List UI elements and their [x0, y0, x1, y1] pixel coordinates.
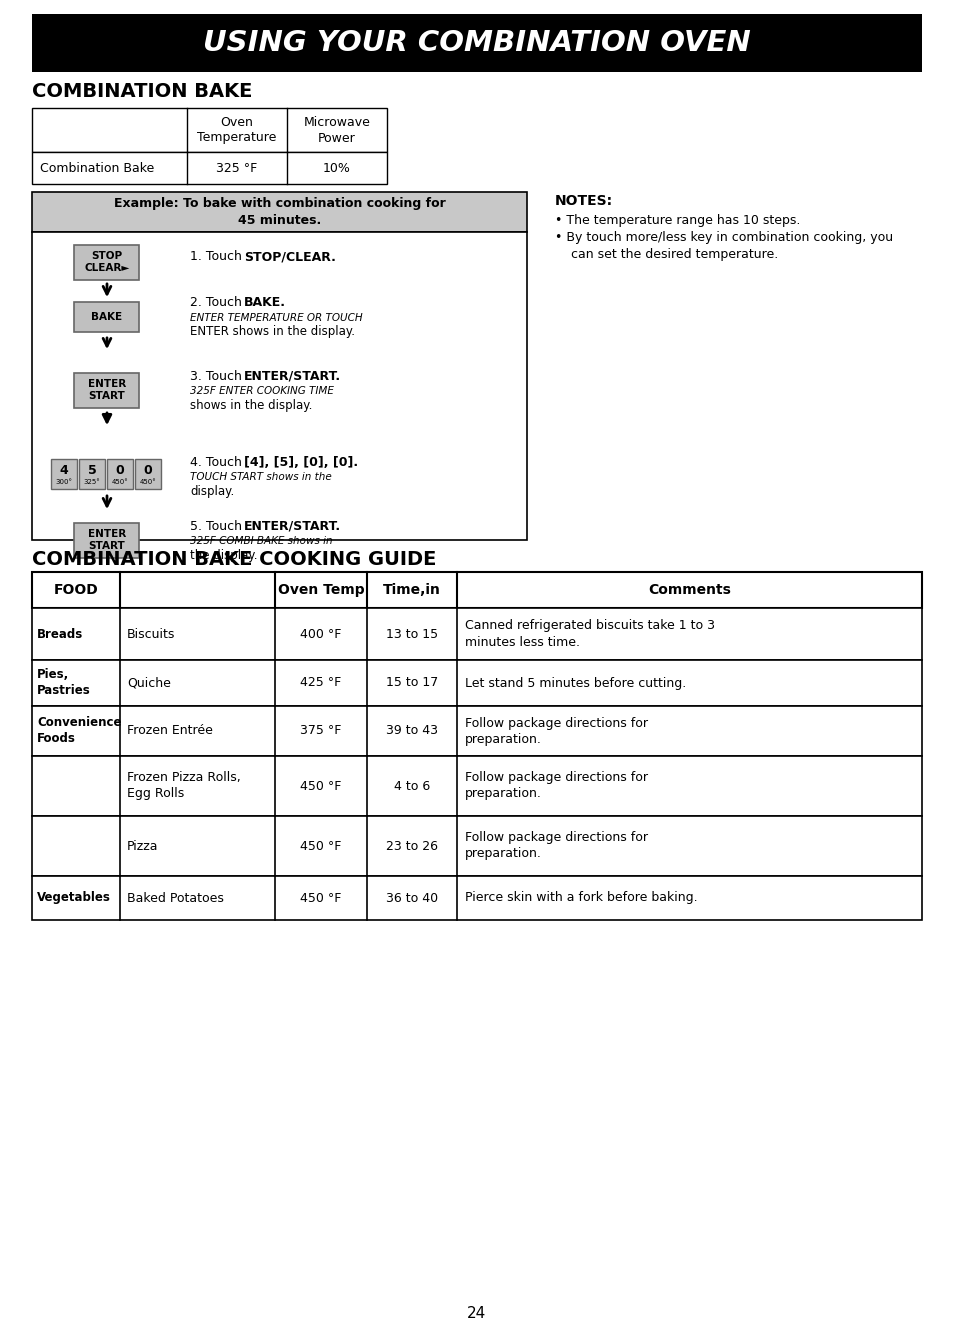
Text: Frozen Entrée: Frozen Entrée	[127, 725, 213, 738]
Text: ENTER
START: ENTER START	[88, 380, 126, 401]
Text: COMBINATION BAKE COOKING GUIDE: COMBINATION BAKE COOKING GUIDE	[32, 550, 436, 569]
Text: 2. Touch: 2. Touch	[190, 297, 246, 310]
Text: Convenience
Foods: Convenience Foods	[37, 717, 121, 746]
Bar	[74, 302, 139, 331]
Bar	[32, 152, 387, 184]
Text: 4. Touch: 4. Touch	[190, 455, 246, 468]
Bar	[32, 876, 921, 921]
Bar	[79, 459, 105, 488]
Text: Oven
Temperature: Oven Temperature	[197, 115, 276, 145]
Text: Follow package directions for
preparation.: Follow package directions for preparatio…	[464, 832, 647, 860]
Bar	[51, 459, 77, 488]
Text: 450 °F: 450 °F	[300, 840, 341, 852]
Bar	[32, 608, 921, 660]
Text: • The temperature range has 10 steps.: • The temperature range has 10 steps.	[555, 213, 800, 227]
Bar	[32, 232, 526, 539]
Text: Microwave
Power: Microwave Power	[303, 115, 370, 145]
Bar	[32, 192, 526, 232]
Text: 36 to 40: 36 to 40	[386, 891, 437, 905]
Text: Quiche: Quiche	[127, 676, 171, 690]
Text: FOOD: FOOD	[53, 582, 98, 597]
Bar	[32, 13, 921, 72]
Text: NOTES:: NOTES:	[555, 195, 613, 208]
Text: 13 to 15: 13 to 15	[386, 628, 437, 640]
Text: 300°: 300°	[55, 479, 72, 484]
Text: the display.: the display.	[190, 549, 257, 561]
Text: COMBINATION BAKE: COMBINATION BAKE	[32, 82, 253, 101]
Text: 450 °F: 450 °F	[300, 780, 341, 793]
Text: 15 to 17: 15 to 17	[385, 676, 437, 690]
Text: Follow package directions for
preparation.: Follow package directions for preparatio…	[464, 717, 647, 746]
Text: 325°: 325°	[84, 479, 100, 484]
Bar	[32, 816, 921, 876]
Text: 0: 0	[115, 463, 124, 476]
Bar	[32, 706, 921, 756]
Bar	[74, 522, 139, 557]
Text: 4 to 6: 4 to 6	[394, 780, 430, 793]
Text: 3. Touch: 3. Touch	[190, 369, 246, 382]
Text: 5. Touch: 5. Touch	[190, 519, 246, 533]
Text: ENTER TEMPERATURE OR TOUCH: ENTER TEMPERATURE OR TOUCH	[190, 313, 362, 323]
Text: Canned refrigerated biscuits take 1 to 3
minutes less time.: Canned refrigerated biscuits take 1 to 3…	[464, 620, 714, 648]
Text: 39 to 43: 39 to 43	[386, 725, 437, 738]
Text: Comments: Comments	[647, 582, 730, 597]
Text: STOP/CLEAR.: STOP/CLEAR.	[244, 251, 335, 263]
Text: 450°: 450°	[112, 479, 129, 484]
Text: ENTER
START: ENTER START	[88, 529, 126, 550]
Text: 450 °F: 450 °F	[300, 891, 341, 905]
Text: USING YOUR COMBINATION OVEN: USING YOUR COMBINATION OVEN	[203, 30, 750, 56]
Text: shows in the display.: shows in the display.	[190, 399, 312, 412]
Text: display.: display.	[190, 484, 234, 498]
Text: • By touch more/less key in combination cooking, you
    can set the desired tem: • By touch more/less key in combination …	[555, 231, 892, 260]
Text: TOUCH START shows in the: TOUCH START shows in the	[190, 472, 332, 482]
Bar	[74, 373, 139, 408]
Text: 0: 0	[144, 463, 152, 476]
Text: 10%: 10%	[323, 161, 351, 174]
Text: 24: 24	[467, 1307, 486, 1322]
Text: Let stand 5 minutes before cutting.: Let stand 5 minutes before cutting.	[464, 676, 685, 690]
Text: Biscuits: Biscuits	[127, 628, 175, 640]
Text: ENTER/START.: ENTER/START.	[244, 519, 341, 533]
Bar	[135, 459, 161, 488]
Text: Vegetables: Vegetables	[37, 891, 111, 905]
Text: Follow package directions for
preparation.: Follow package directions for preparatio…	[464, 772, 647, 800]
Text: Pizza: Pizza	[127, 840, 158, 852]
Text: Oven Temp: Oven Temp	[277, 582, 364, 597]
Bar	[32, 756, 921, 816]
Text: 23 to 26: 23 to 26	[386, 840, 437, 852]
Text: Breads: Breads	[37, 628, 83, 640]
Text: 1. Touch: 1. Touch	[190, 251, 246, 263]
Text: 5: 5	[88, 463, 96, 476]
Text: 325 °F: 325 °F	[216, 161, 257, 174]
Bar	[107, 459, 132, 488]
Text: STOP
CLEAR►: STOP CLEAR►	[84, 251, 130, 272]
Text: Pies,
Pastries: Pies, Pastries	[37, 668, 91, 698]
Text: Frozen Pizza Rolls,
Egg Rolls: Frozen Pizza Rolls, Egg Rolls	[127, 772, 240, 800]
Text: 450°: 450°	[139, 479, 156, 484]
Text: 400 °F: 400 °F	[300, 628, 341, 640]
Bar	[32, 107, 387, 152]
Text: 325F ENTER COOKING TIME: 325F ENTER COOKING TIME	[190, 386, 334, 396]
Text: BAKE: BAKE	[91, 311, 122, 322]
Text: 425 °F: 425 °F	[300, 676, 341, 690]
Text: ENTER shows in the display.: ENTER shows in the display.	[190, 326, 355, 338]
Text: 4: 4	[59, 463, 69, 476]
Text: [4], [5], [0], [0].: [4], [5], [0], [0].	[244, 455, 357, 468]
Bar	[32, 660, 921, 706]
Text: 375 °F: 375 °F	[300, 725, 341, 738]
Bar	[74, 244, 139, 279]
Text: Baked Potatoes: Baked Potatoes	[127, 891, 224, 905]
Text: 325F COMBI BAKE shows in: 325F COMBI BAKE shows in	[190, 535, 333, 546]
Text: ENTER/START.: ENTER/START.	[244, 369, 341, 382]
Text: Combination Bake: Combination Bake	[40, 161, 154, 174]
Bar	[32, 572, 921, 608]
Text: Time,in: Time,in	[383, 582, 440, 597]
Text: Example: To bake with combination cooking for
45 minutes.: Example: To bake with combination cookin…	[113, 197, 445, 227]
Text: BAKE.: BAKE.	[244, 297, 286, 310]
Text: Pierce skin with a fork before baking.: Pierce skin with a fork before baking.	[464, 891, 697, 905]
